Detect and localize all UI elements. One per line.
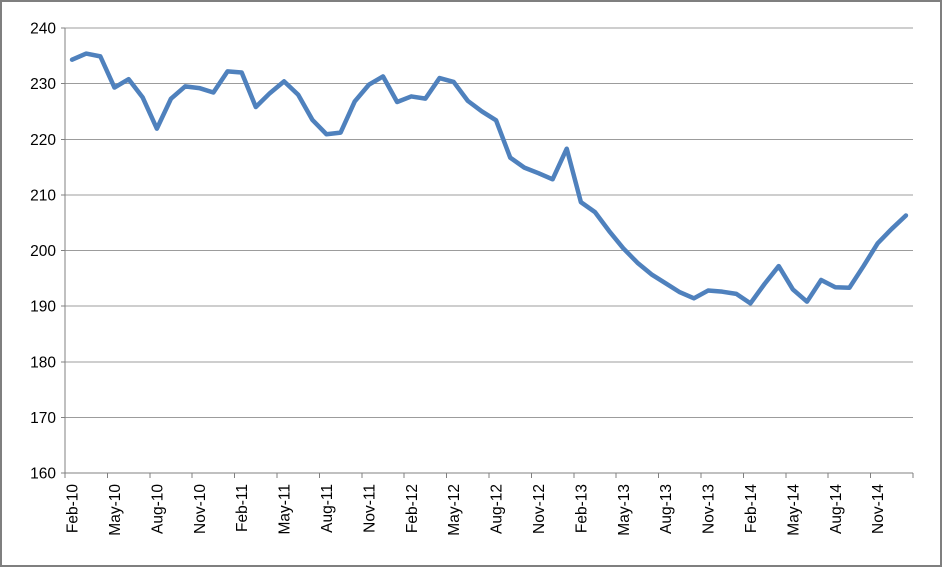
series-line: [69, 51, 909, 306]
x-axis-labels: Feb-10 May-10 Aug-10 Nov-10 Feb-11 May-11 Aug-…: [65, 484, 888, 536]
x-tick-label: May-14: [785, 484, 802, 536]
y-axis-labels: 160 170 180 190 200 210 220 230 240: [30, 21, 56, 483]
x-tick-label: Feb-13: [573, 484, 590, 533]
x-tick-label: Aug-13: [658, 484, 675, 534]
axes: [61, 27, 914, 478]
x-tick-label: Nov-11: [361, 484, 378, 533]
y-tick-label: 240: [30, 21, 56, 38]
y-tick-label: 180: [30, 354, 56, 371]
x-tick-label: May-10: [107, 484, 124, 536]
data-series-line: [69, 51, 909, 306]
x-tick-label: Nov-13: [701, 484, 718, 534]
y-tick-label: 200: [30, 243, 56, 260]
y-tick-label: 160: [30, 466, 56, 483]
x-tick-label: May-12: [446, 484, 463, 536]
x-tick-label: Aug-12: [489, 484, 506, 534]
x-tick-label: May-11: [277, 484, 294, 535]
y-tick-label: 170: [30, 410, 56, 427]
x-tick-label: Nov-12: [531, 484, 548, 534]
x-tick-label: Aug-10: [149, 484, 166, 534]
x-tick-label: Nov-14: [870, 484, 887, 534]
y-tick-label: 230: [30, 76, 56, 93]
x-tick-label: Aug-11: [319, 484, 336, 533]
x-tick-label: Nov-10: [192, 484, 209, 534]
x-tick-label: Aug-14: [828, 484, 845, 534]
x-tick-label: Feb-14: [743, 484, 760, 533]
x-tick-label: Feb-11: [234, 484, 251, 532]
y-tick-label: 190: [30, 299, 56, 316]
y-tick-label: 220: [30, 132, 56, 149]
x-tick-label: Feb-12: [404, 484, 421, 533]
gridlines: [65, 27, 913, 418]
y-tick-label: 210: [30, 187, 56, 204]
x-tick-label: Feb-10: [65, 484, 82, 533]
x-tick-label: May-13: [616, 484, 633, 536]
